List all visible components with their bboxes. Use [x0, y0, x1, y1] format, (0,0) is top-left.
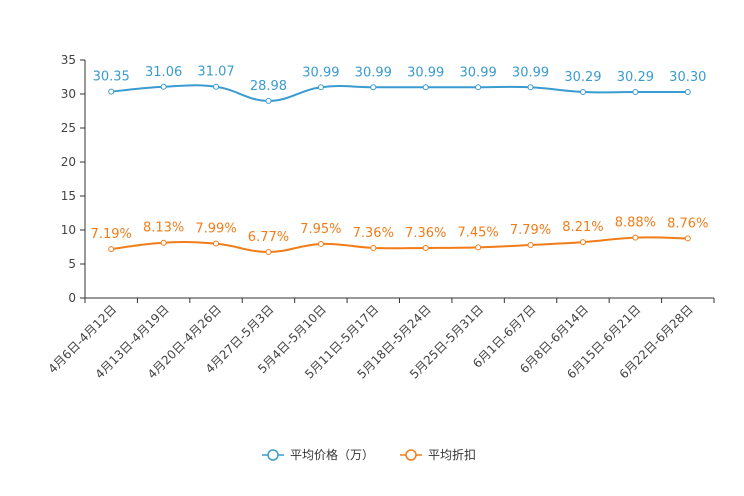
data-label: 30.30 [669, 70, 706, 85]
data-point[interactable] [422, 244, 429, 251]
data-label: 7.36% [353, 226, 394, 241]
data-point[interactable] [579, 239, 586, 246]
data-label: 30.99 [512, 65, 549, 80]
data-label: 30.35 [93, 70, 130, 85]
legend[interactable]: 平均价格（万） 平均折扣 [262, 447, 476, 462]
series-line [111, 236, 688, 253]
axes: 051015202530354月6日-4月12日4月13日-4月19日4月20日… [45, 53, 715, 382]
data-label: 31.06 [145, 65, 182, 80]
y-tick-label: 25 [61, 121, 76, 135]
data-point[interactable] [370, 244, 377, 251]
data-point[interactable] [160, 239, 167, 246]
data-label: 7.36% [405, 226, 446, 241]
y-tick-label: 15 [61, 189, 76, 203]
legend-item-price[interactable]: 平均价格（万） [262, 447, 374, 462]
legend-label: 平均价格（万） [290, 447, 374, 462]
data-point[interactable] [108, 88, 115, 95]
series-line [111, 84, 688, 102]
data-label: 30.29 [617, 70, 654, 85]
data-label: 8.88% [615, 216, 656, 231]
data-label: 28.98 [250, 79, 287, 94]
data-point[interactable] [527, 84, 534, 91]
data-point[interactable] [265, 97, 272, 104]
data-point[interactable] [213, 83, 220, 90]
y-tick-label: 20 [61, 155, 76, 169]
data-point[interactable] [213, 240, 220, 247]
data-label: 30.99 [407, 65, 444, 80]
data-label: 7.99% [195, 222, 236, 237]
data-point[interactable] [317, 84, 324, 91]
data-point[interactable] [265, 248, 272, 255]
legend-marker-icon [267, 449, 279, 461]
legend-marker-icon [405, 449, 417, 461]
y-tick-label: 30 [61, 87, 76, 101]
data-label: 6.77% [248, 230, 289, 245]
data-label: 7.95% [300, 222, 341, 237]
data-label: 30.99 [302, 65, 339, 80]
data-point[interactable] [475, 244, 482, 251]
y-tick-label: 10 [61, 223, 76, 237]
data-point[interactable] [632, 89, 639, 96]
data-label: 7.19% [91, 227, 132, 242]
y-tick-label: 35 [61, 53, 76, 67]
data-point[interactable] [527, 242, 534, 249]
legend-item-discount[interactable]: 平均折扣 [400, 447, 476, 462]
data-point[interactable] [317, 240, 324, 247]
data-label: 30.29 [564, 70, 601, 85]
series-price: 30.35 31.06 31.07 28.98 30.99 30.99 30.99 30.99… [93, 65, 706, 104]
data-point[interactable] [370, 84, 377, 91]
data-label: 30.99 [355, 65, 392, 80]
data-point[interactable] [632, 234, 639, 241]
series-layer: 30.35 31.06 31.07 28.98 30.99 30.99 30.99 30.99… [91, 65, 708, 255]
data-point[interactable] [684, 235, 691, 242]
data-point[interactable] [422, 84, 429, 91]
data-label: 31.07 [197, 65, 234, 80]
data-point[interactable] [579, 89, 586, 96]
data-label: 8.76% [667, 216, 708, 231]
data-point[interactable] [160, 83, 167, 90]
data-label: 8.13% [143, 221, 184, 236]
legend-label: 平均折扣 [428, 447, 476, 462]
data-point[interactable] [475, 84, 482, 91]
y-tick-label: 5 [68, 257, 76, 271]
y-tick-label: 0 [68, 291, 76, 305]
data-label: 7.79% [510, 223, 551, 238]
data-point[interactable] [684, 88, 691, 95]
data-label: 7.45% [457, 225, 498, 240]
data-label: 8.21% [562, 220, 603, 235]
data-point[interactable] [108, 246, 115, 253]
data-label: 30.99 [460, 65, 497, 80]
series-discount: 7.19% 8.13% 7.99% 6.77% 7.95% 7.36% 7.36% 7.45%… [91, 216, 708, 255]
